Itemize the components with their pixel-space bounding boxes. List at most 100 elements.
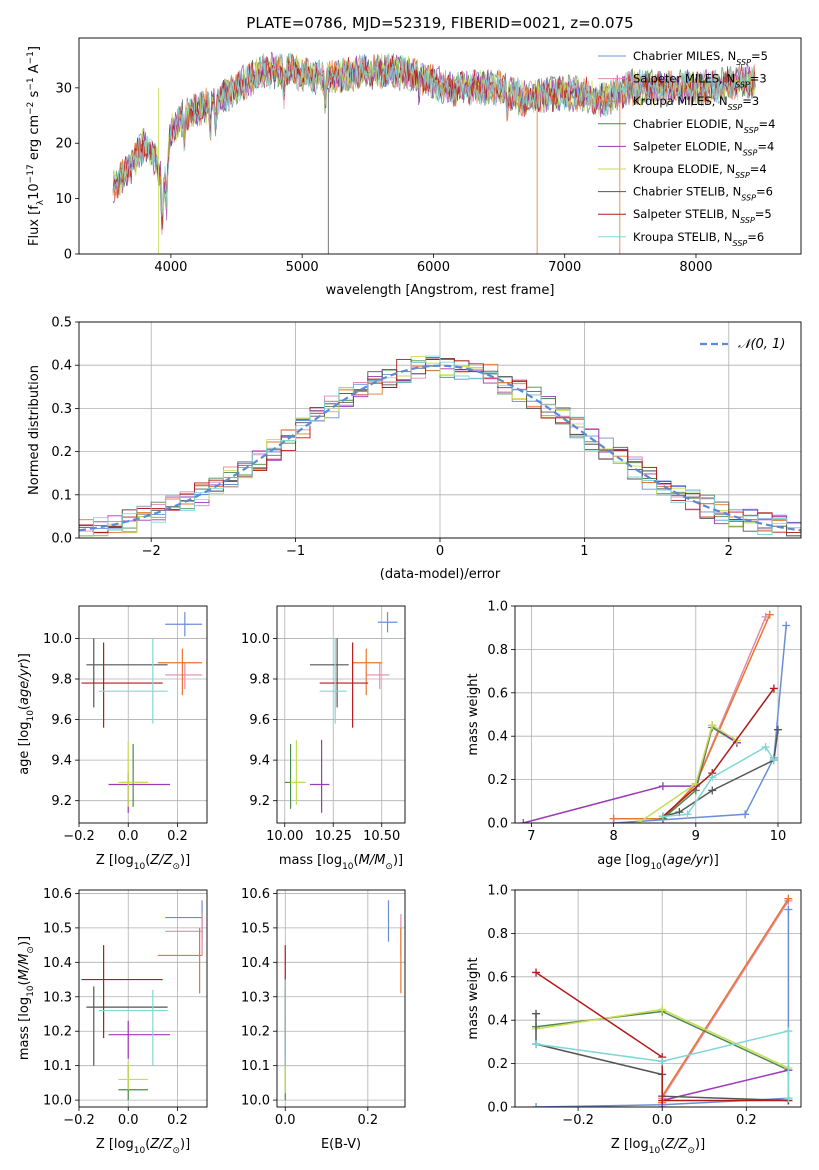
legend-label: Kroupa ELODIE, NSSP=4: [633, 162, 767, 180]
y-tick-label: 9.6: [51, 713, 72, 728]
errorbar-kroupa-miles: [157, 927, 203, 994]
point-marker: [708, 786, 717, 795]
x-axis-label: wavelength [Angstrom, rest frame]: [326, 283, 555, 298]
axes-frame: [276, 889, 406, 1108]
point-marker: [532, 1103, 541, 1107]
plot-area: [81, 900, 203, 1101]
y-tick-label: 10.0: [43, 1094, 72, 1109]
panel-ebv-mass: 0.0 0.2 10.0 10.1 10.2 10.3 10.4 10.5 10.6: [241, 887, 406, 1128]
panel-age-weight: 7 8 9 10 0.0 0.2 0.4 0.6 0.8 1.0: [487, 600, 802, 844]
errorbar-kroupa-stelib: [98, 638, 168, 724]
panel-spectrum: 4000 5000 6000 7000 8000 0 10 20 30: [55, 37, 802, 275]
y-axis-label: mass weight: [466, 673, 481, 755]
point-marker: [532, 1009, 541, 1018]
point-marker: [784, 894, 793, 903]
y-tick-label: 10.6: [241, 887, 270, 902]
y-tick-label: 10.1: [43, 1059, 72, 1074]
y-tick-label: 0.0: [487, 1101, 508, 1116]
x-tick-label: 0.0: [118, 1113, 139, 1128]
normal-curve: [79, 364, 801, 532]
plot-area: [79, 355, 801, 537]
y-tick-label: 10.1: [241, 1059, 270, 1074]
y-tick-label: 0.4: [487, 1014, 508, 1029]
errorbar-salpeter-stelib: [81, 642, 163, 728]
y-tick-label: 0.4: [487, 730, 508, 745]
x-tick-label: 10: [770, 829, 787, 844]
y-tick-label: 9.2: [249, 794, 270, 809]
weight-line-salpeter-stelib: [658, 684, 778, 821]
y-tick-label: 9.8: [51, 673, 72, 688]
series-line: [535, 971, 789, 1102]
point-marker: [784, 905, 793, 914]
errorbar-kroupa-elodie: [290, 739, 307, 805]
y-tick-label: 9.6: [249, 713, 270, 728]
point-marker: [532, 1040, 541, 1049]
x-tick-label: 10.25: [315, 829, 352, 844]
point-marker: [519, 819, 528, 823]
errorbar-chabrier-miles: [165, 612, 203, 637]
legend-label-normal: 𝒩(0, 1): [738, 337, 785, 352]
y-tick-label: 0.4: [51, 359, 72, 374]
series-line: [637, 724, 738, 823]
y-tick-label: 0.2: [487, 1057, 508, 1072]
y-tick-label: 10.2: [43, 1025, 72, 1040]
y-tick-label: 10.0: [241, 632, 270, 647]
errorbar-chabrier-stelib: [86, 638, 168, 708]
y-tick-label: 10.2: [241, 1025, 270, 1040]
x-axis-label: Z [log10(Z/Z⊙)]: [611, 1137, 705, 1156]
axes-frame: [78, 889, 208, 1108]
legend-label: Kroupa STELIB, NSSP=6: [633, 230, 764, 248]
x-axis-label: Z [log10(Z/Z⊙)]: [96, 1137, 190, 1156]
hist-kroupa-elodie: [79, 356, 801, 537]
y-tick-label: 10.3: [241, 990, 270, 1005]
series-line: [535, 909, 790, 1107]
errorbar-chabrier-elodie: [118, 1065, 148, 1101]
errorbar-kroupa-miles: [157, 648, 203, 696]
x-tick-label: −1: [286, 544, 305, 559]
y-axis-label: Normed distribution: [27, 365, 42, 495]
x-tick-label: 8000: [679, 260, 712, 275]
x-tick-label: 5000: [286, 260, 319, 275]
errorbar-chabrier-stelib: [86, 986, 168, 1066]
point-marker: [765, 610, 774, 619]
errorbar-salpeter-miles: [165, 914, 203, 956]
x-tick-label: 0: [436, 544, 444, 559]
point-marker: [769, 684, 778, 693]
x-axis-label: age [log10(age/yr)]: [597, 853, 719, 872]
plot-area: [81, 612, 203, 813]
x-tick-label: 7: [527, 829, 535, 844]
errorbar-kroupa-miles: [352, 648, 382, 696]
y-tick-label: 0.2: [487, 773, 508, 788]
y-axis-label: Flux [fλ10−17 erg cm−2 s−1 A−1]: [26, 46, 46, 246]
y-tick-label: 10.0: [241, 1094, 270, 1109]
y-axis-label: age [log10(age/yr)]: [17, 653, 36, 775]
point-marker: [532, 968, 541, 977]
y-tick-label: 10.5: [241, 921, 270, 936]
x-tick-label: 9: [692, 829, 700, 844]
legend-label: Salpeter ELODIE, NSSP=4: [633, 139, 774, 157]
x-axis-label: E(B-V): [321, 1137, 361, 1152]
errorbar-salpeter-miles: [366, 662, 390, 690]
x-tick-label: 6000: [417, 260, 450, 275]
hist-kroupa-stelib: [79, 355, 801, 536]
errorbar-salpeter-miles: [165, 662, 203, 690]
x-tick-label: 4000: [154, 260, 187, 275]
spectrum-line-kroupa-stelib: [112, 52, 756, 217]
errorbar-salpeter-stelib: [81, 945, 163, 1039]
y-tick-label: 20: [55, 137, 72, 152]
x-tick-label: 2: [725, 544, 733, 559]
weight-line-kroupa-elodie: [634, 721, 741, 823]
errorbar-salpeter-elodie: [108, 1020, 171, 1059]
y-tick-label: 9.4: [249, 754, 270, 769]
series-line: [613, 625, 787, 823]
y-tick-label: 0.8: [487, 927, 508, 942]
errorbar-chabrier-elodie: [284, 743, 305, 809]
y-tick-label: 0.0: [51, 532, 72, 547]
panel-residuals: −2 −1 0 1 2 0.0 0.1 0.2 0.3 0.4 0.5: [51, 316, 802, 559]
y-tick-label: 9.4: [51, 754, 72, 769]
y-tick-label: 10.3: [43, 990, 72, 1005]
weight-line-kroupa-stelib: [532, 1027, 793, 1103]
legend-label: Salpeter MILES, NSSP=3: [633, 72, 767, 90]
point-marker: [658, 1005, 667, 1014]
